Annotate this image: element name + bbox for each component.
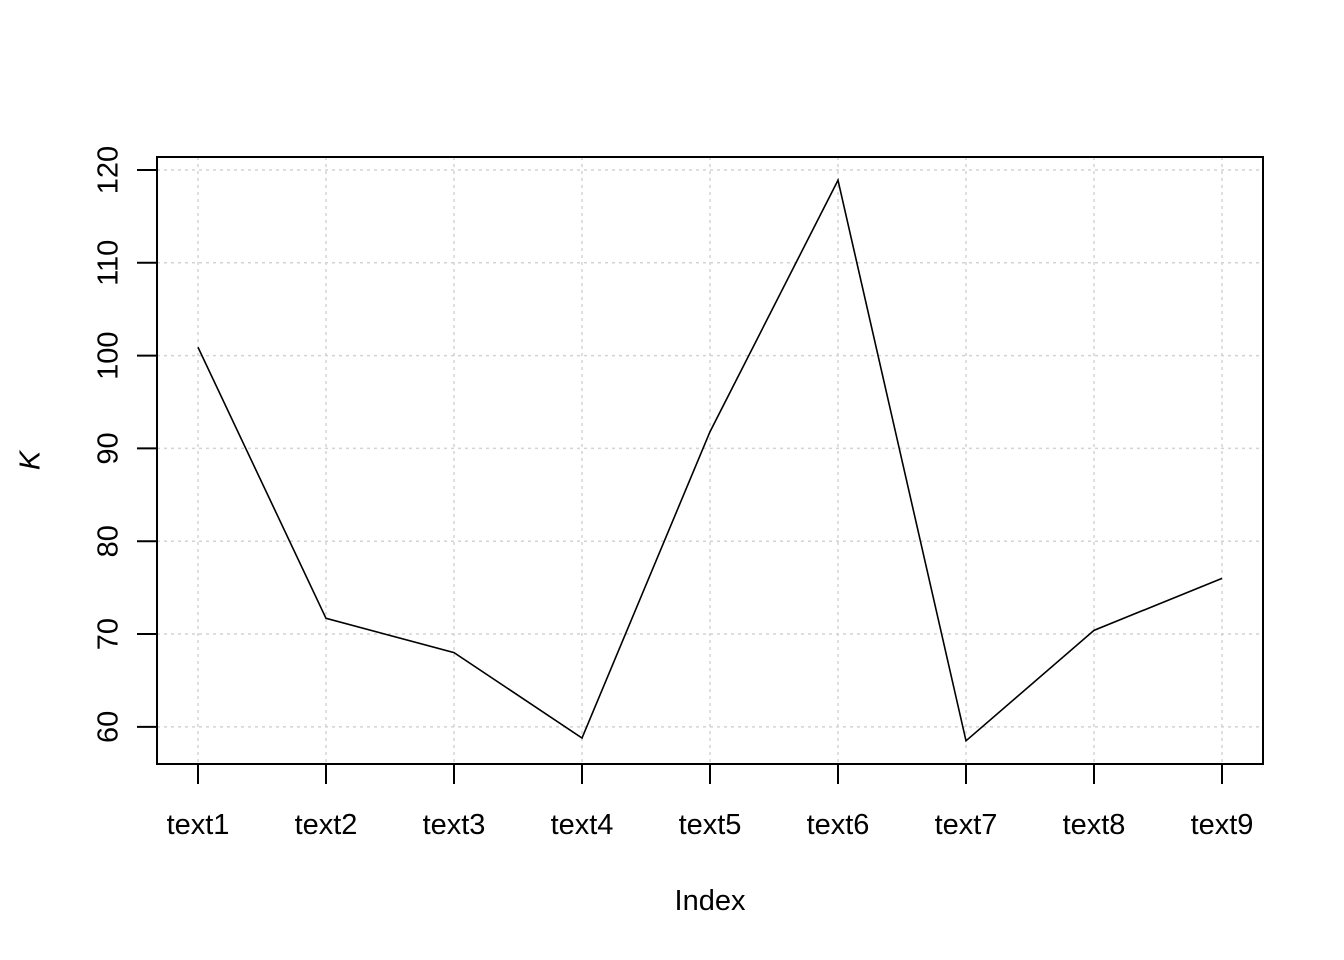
y-tick-label: 110 — [93, 240, 125, 286]
x-tick-label: text7 — [935, 809, 998, 841]
y-tick-label: 70 — [93, 618, 125, 650]
x-tick-label: text1 — [167, 809, 230, 841]
x-tick-label: text6 — [807, 809, 870, 841]
x-tick-label: text2 — [295, 809, 358, 841]
series-line — [197, 177, 1223, 743]
x-tick-label: text4 — [551, 809, 614, 841]
y-tick-label: 120 — [93, 146, 125, 194]
x-axis-title: Index — [675, 885, 746, 917]
y-tick-label: 90 — [93, 432, 125, 464]
x-tick-label: text8 — [1063, 809, 1126, 841]
y-axis-title: K — [15, 449, 47, 470]
y-tick-label: 80 — [93, 525, 125, 557]
y-axis: 60 70 80 90 100 110 120 — [93, 146, 157, 743]
grid-layer — [157, 157, 1263, 764]
x-tick-label: text3 — [423, 809, 486, 841]
x-tick-label: text5 — [679, 809, 742, 841]
y-tick-label: 100 — [93, 331, 125, 379]
x-tick-label: text9 — [1191, 809, 1254, 841]
y-tick-label: 60 — [93, 711, 125, 743]
x-axis: text1 text2 text3 text4 text5 text6 text7 text8… — [167, 764, 1254, 841]
series-layer — [197, 177, 1223, 743]
